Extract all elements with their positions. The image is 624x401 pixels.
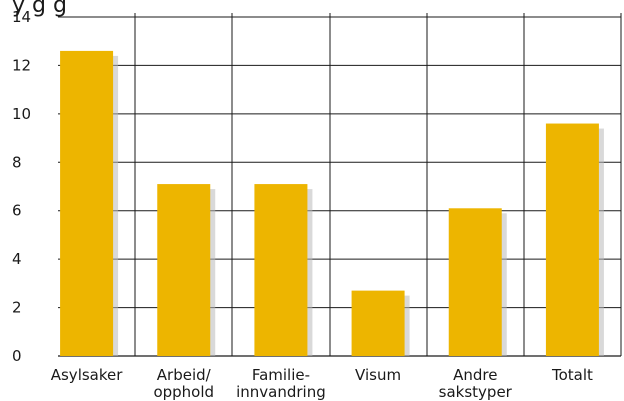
- x-category-label: Familie-innvandring: [236, 366, 326, 401]
- x-category-label-line: opphold: [153, 383, 214, 401]
- bar-shadow-layer: [65, 55, 604, 357]
- bar: [157, 184, 211, 356]
- y-tick-label: 2: [12, 299, 22, 317]
- y-axis-tick-labels: 0 2 4 6 8 10 12 14: [12, 8, 31, 365]
- chart-title-fragment: y g g: [12, 0, 67, 18]
- x-axis-category-labels: Asylsaker Arbeid/opphold Familie-innvandri…: [51, 366, 593, 401]
- x-category-label-line: sakstyper: [439, 383, 513, 401]
- bar: [60, 50, 114, 357]
- bar: [545, 123, 599, 357]
- x-category-label-line: innvandring: [236, 383, 326, 401]
- y-tick-label: 6: [12, 202, 22, 220]
- y-tick-label: 0: [12, 347, 22, 365]
- x-category-label-line: Asylsaker: [51, 366, 124, 384]
- x-category-label-line: Totalt: [551, 366, 593, 384]
- y-tick-label: 10: [12, 105, 31, 123]
- x-category-label: Totalt: [551, 366, 593, 384]
- x-category-label: Asylsaker: [51, 366, 124, 384]
- bar: [254, 184, 308, 356]
- y-tick-label: 8: [12, 153, 22, 171]
- x-category-label-line: Arbeid/: [157, 366, 212, 384]
- x-category-label-line: Visum: [355, 366, 401, 384]
- bar: [351, 290, 405, 356]
- x-category-label-line: Andre: [453, 366, 497, 384]
- bar-layer: [60, 50, 599, 357]
- x-category-label: Visum: [355, 366, 401, 384]
- x-category-label: Andre sakstyper: [439, 366, 513, 401]
- x-category-label: Arbeid/opphold: [153, 366, 214, 401]
- x-category-label-line: Familie-: [252, 366, 310, 384]
- y-tick-label: 14: [12, 8, 31, 26]
- bar: [448, 208, 502, 356]
- grid-layer: [58, 13, 622, 357]
- y-tick-label: 12: [12, 56, 31, 74]
- y-tick-label: 4: [12, 250, 22, 268]
